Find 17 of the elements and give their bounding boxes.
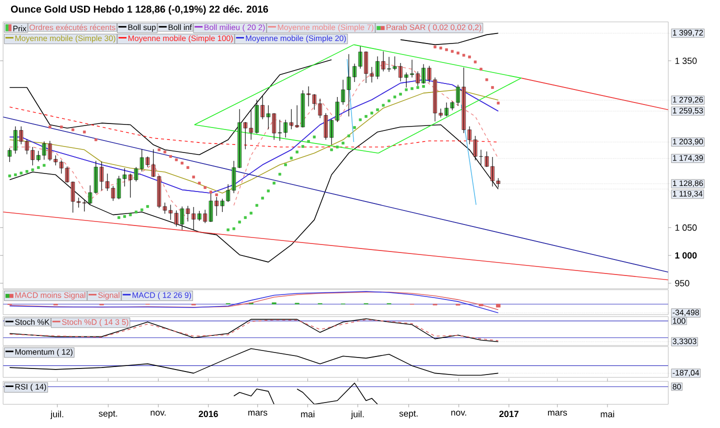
y-tick-label: 1 350	[675, 58, 697, 64]
x-tick-label: juil.	[50, 410, 64, 419]
chart-title: Ounce Gold USD Hebdo 1 128,86 (-0,19%) 22 déc. 2016	[10, 5, 268, 15]
x-tick-label: mai	[600, 410, 614, 418]
x-tick-label: 2017	[499, 410, 518, 417]
y-tick-label: 1 050	[675, 224, 697, 231]
x-tick-label: juil.	[350, 410, 364, 419]
y-tick-label: 950	[675, 280, 690, 286]
x-tick-label: nov.	[451, 410, 466, 416]
x-tick-label: sept.	[98, 410, 118, 418]
x-tick-label: 2016	[198, 410, 218, 417]
y-tick-label: 1 000	[675, 252, 697, 258]
x-tick-label: mars	[248, 410, 268, 416]
x-tick-label: mars	[548, 410, 567, 416]
x-tick-label: mai	[301, 410, 314, 418]
x-tick-label: sept.	[399, 410, 418, 418]
x-tick-label: nov.	[150, 410, 166, 416]
